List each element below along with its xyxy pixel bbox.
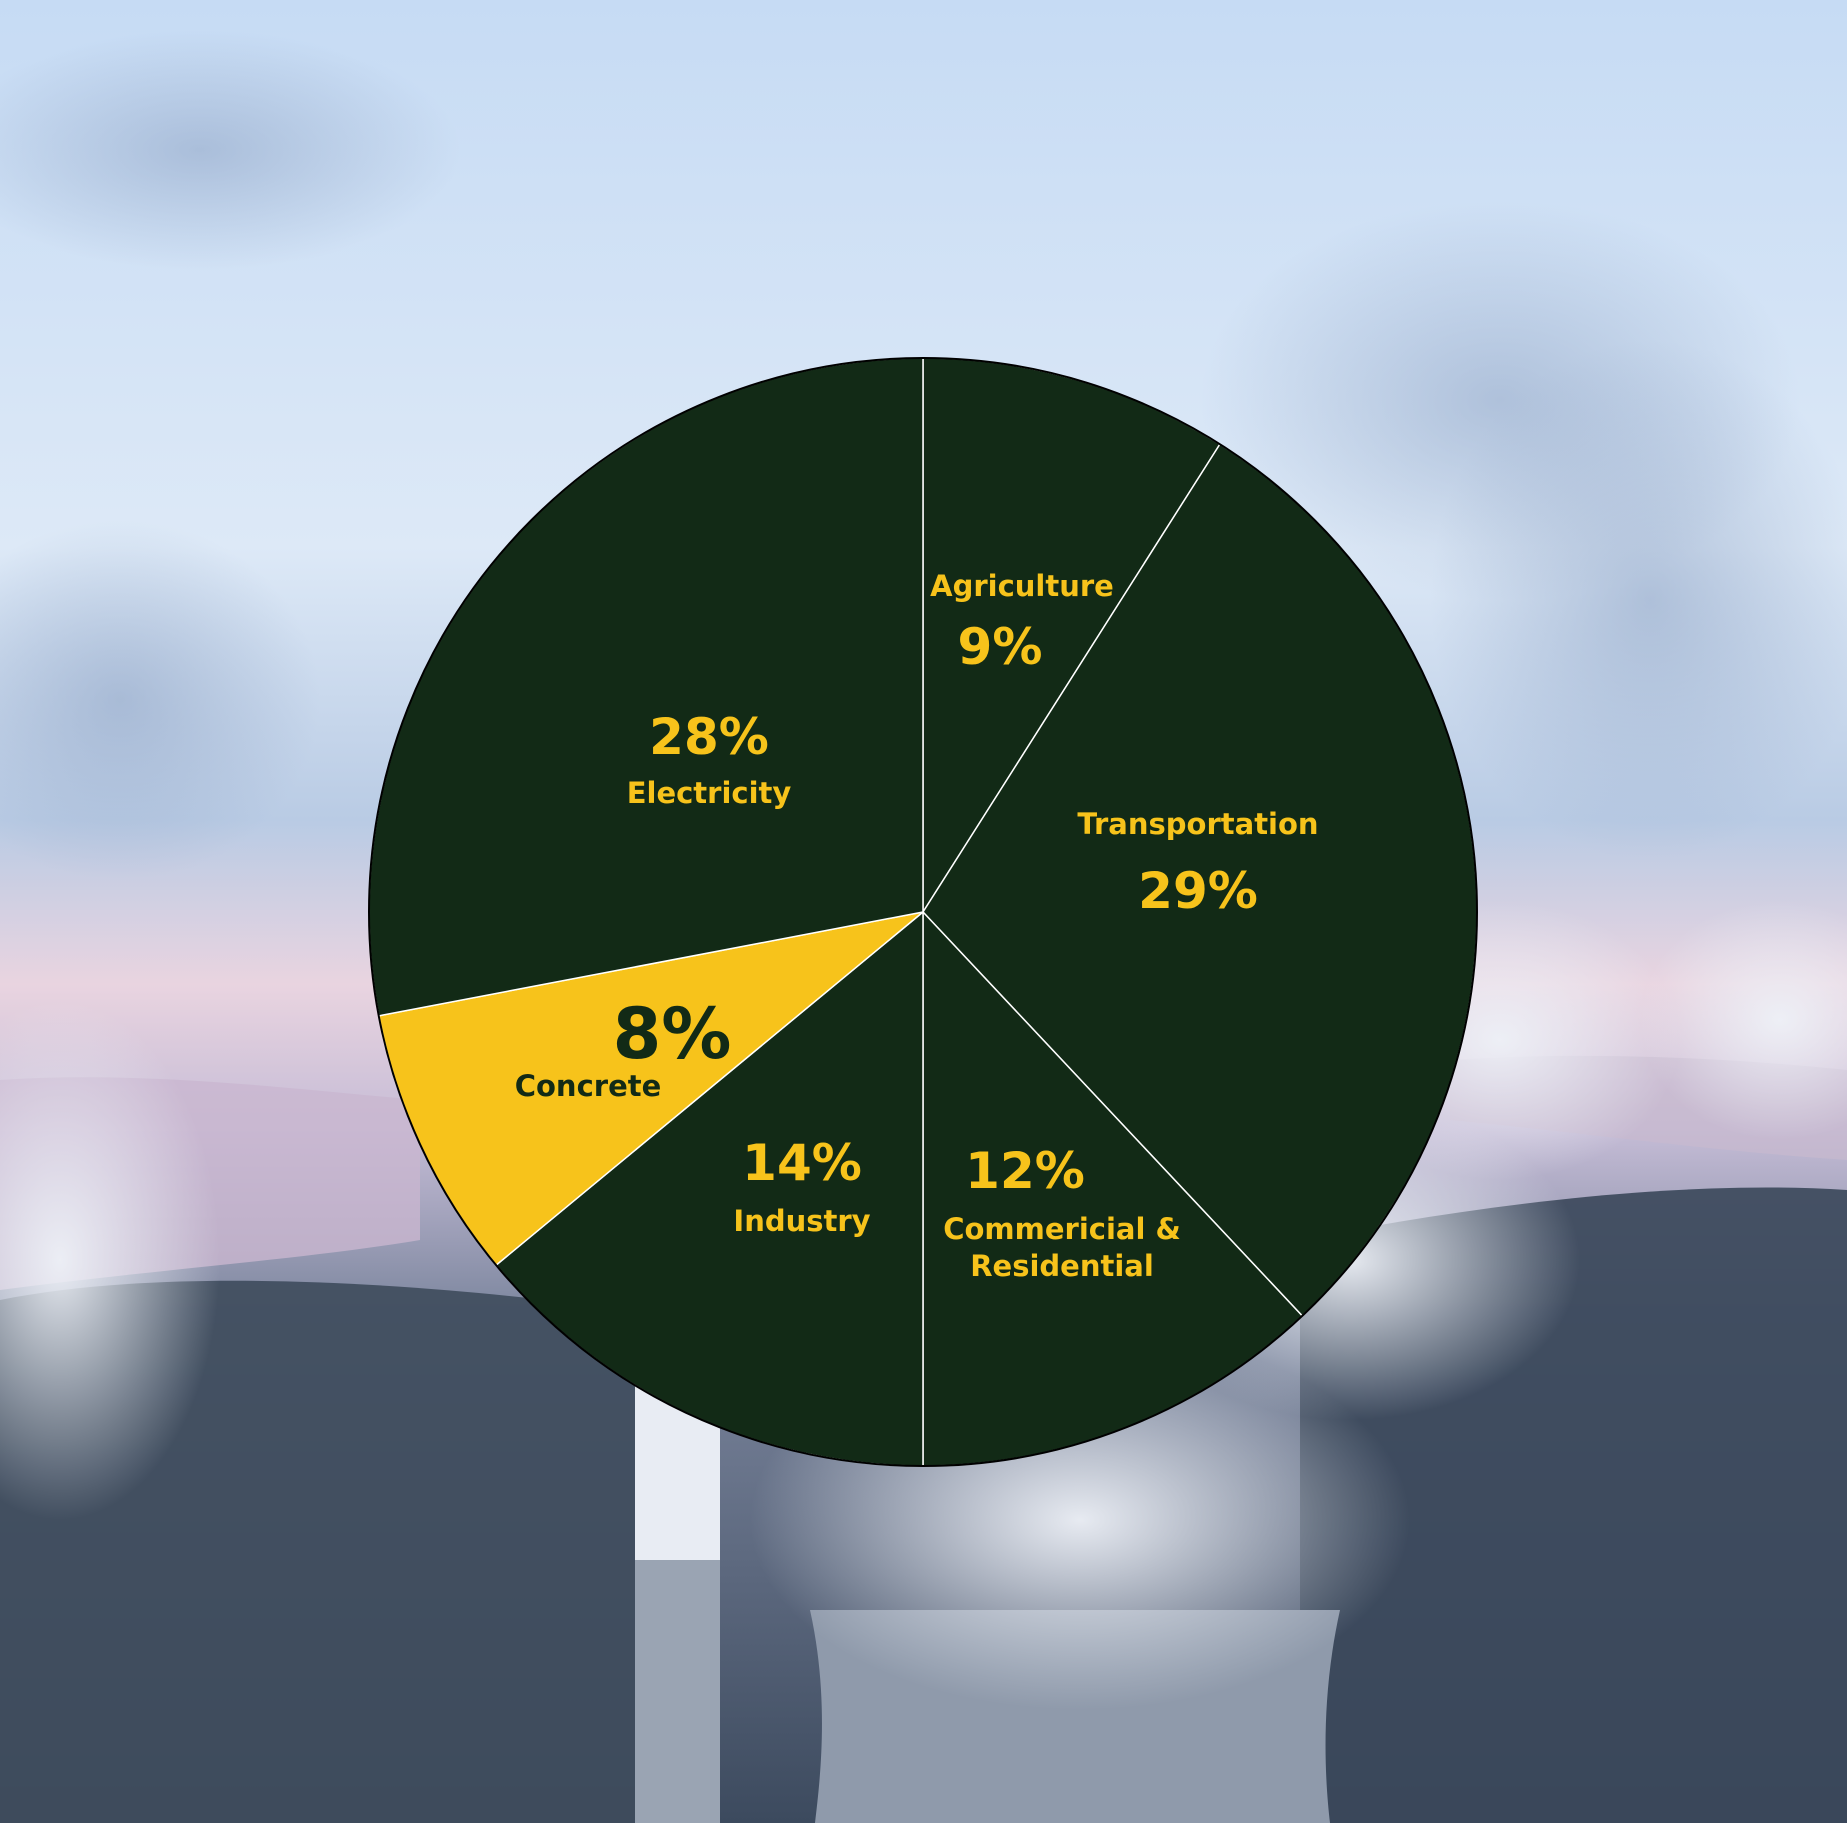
pie-outline xyxy=(368,357,1478,1467)
pie-labels: Agriculture 9% Transportation 29% Commericia… xyxy=(515,569,1319,1283)
slice-value-transportation: 29% xyxy=(1138,862,1258,920)
slice-value-industry: 14% xyxy=(742,1134,862,1192)
slice-value-concrete: 8% xyxy=(613,993,732,1075)
pie-slice-electricity xyxy=(368,357,924,1017)
slice-label-commericial-residential: Commericial & Residential xyxy=(943,1212,1181,1283)
slice-value-commericial-residential: 12% xyxy=(965,1142,1085,1200)
slice-label-industry: Industry xyxy=(733,1204,870,1238)
slice-label-agriculture: Agriculture xyxy=(930,569,1114,603)
slice-value-agriculture: 9% xyxy=(958,618,1043,676)
slice-label-electricity: Electricity xyxy=(627,776,792,810)
pie-slices xyxy=(368,357,1478,1467)
slice-value-electricity: 28% xyxy=(649,708,769,766)
slice-label-concrete: Concrete xyxy=(515,1069,662,1103)
slice-label-transportation: Transportation xyxy=(1077,807,1318,841)
